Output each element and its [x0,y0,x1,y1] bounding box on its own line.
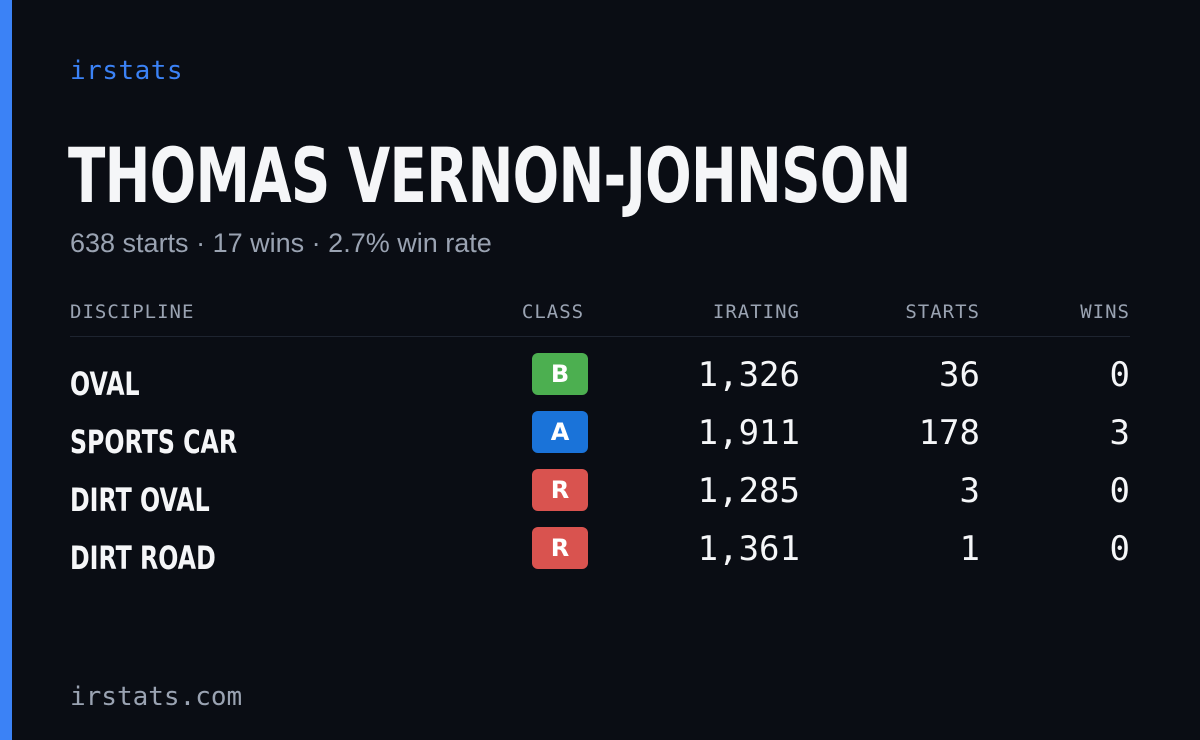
header-irating: IRATING [712,301,800,323]
discipline-name: SPORTS CAR [70,423,238,461]
table-row: OVAL B 1,326 36 0 [70,353,1130,411]
starts-value: 36 [939,355,980,395]
table-row: SPORTS CAR A 1,911 178 3 [70,411,1130,469]
irating-value: 1,911 [697,413,800,453]
brand-logo: irstats [70,56,184,86]
irating-value: 1,285 [697,471,800,511]
table-row: DIRT ROAD R 1,361 1 0 [70,527,1130,585]
accent-bar [0,0,12,740]
wins-summary: 17 wins [212,228,305,258]
starts-value: 1 [959,529,980,569]
wins-value: 0 [1109,355,1130,395]
wins-value: 0 [1109,471,1130,511]
separator: · [311,228,321,258]
class-badge: A [532,411,588,453]
discipline-table: DISCIPLINE CLASS IRATING STARTS WINS OVA… [70,298,1130,585]
starts-value: 3 [959,471,980,511]
driver-summary: 638 starts · 17 wins · 2.7% win rate [70,228,492,259]
starts-value: 178 [918,413,980,453]
wins-value: 0 [1109,529,1130,569]
winrate-summary: 2.7% win rate [328,228,492,258]
footer-url: irstats.com [70,682,243,712]
class-badge: R [532,469,588,511]
header-class: CLASS [521,301,585,323]
table-body: OVAL B 1,326 36 0 SPORTS CAR A 1,911 178… [70,337,1130,585]
discipline-name: DIRT ROAD [70,539,216,577]
header-discipline: DISCIPLINE [70,301,195,323]
class-badge: R [532,527,588,569]
irating-value: 1,361 [697,529,800,569]
table-row: DIRT OVAL R 1,285 3 0 [70,469,1130,527]
discipline-name: OVAL [70,365,140,403]
irating-value: 1,326 [697,355,800,395]
header-wins: WINS [1080,301,1130,323]
header-starts: STARTS [905,301,980,323]
driver-name: THOMAS VERNON-JOHNSON [68,131,911,220]
separator: · [196,228,206,258]
wins-value: 3 [1109,413,1130,453]
starts-summary: 638 starts [70,228,189,258]
table-header: DISCIPLINE CLASS IRATING STARTS WINS [70,298,1130,337]
discipline-name: DIRT OVAL [70,481,210,519]
class-badge: B [532,353,588,395]
